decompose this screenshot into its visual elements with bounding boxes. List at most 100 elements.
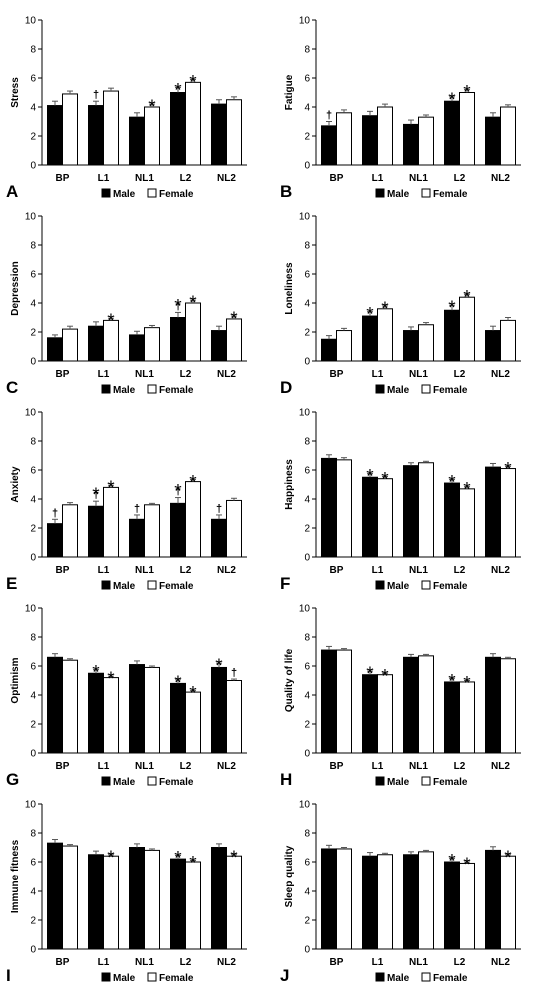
legend-swatch-female (421, 776, 431, 786)
panel-d: 0 2 4 6 8 10 Loneliness BP * * L1 NL1 * * L2 NL2 D Male Fe… (280, 212, 521, 397)
bar-male (403, 656, 419, 754)
bar-male (211, 666, 227, 754)
significance-star: * (189, 472, 197, 493)
significance-star: * (504, 459, 512, 480)
y-tick-label: 2 (30, 916, 36, 927)
legend-label-female: Female (433, 973, 468, 984)
y-tick-label: 10 (299, 408, 311, 419)
legend-label-female: Female (159, 385, 194, 396)
panel-b: 0 2 4 6 8 10 Fatigue † BP L1 NL1 * * L2 NL2 B Male Female (280, 16, 521, 201)
bar-female (377, 106, 393, 166)
bar-female (500, 319, 516, 362)
dagger-mark: † (175, 300, 181, 312)
significance-star: * (381, 299, 389, 320)
significance-star: * (230, 848, 238, 869)
category-label: L1 (372, 369, 384, 380)
y-tick-label: 4 (30, 103, 36, 114)
bar-male (88, 854, 104, 950)
significance-star: * (174, 482, 182, 503)
category-label: NL2 (491, 957, 510, 968)
category-label: L1 (98, 761, 110, 772)
bar-male (88, 505, 104, 558)
bar-female (500, 855, 516, 950)
significance-star: * (366, 467, 374, 488)
y-tick-label: 4 (304, 887, 310, 898)
significance-star: * (189, 293, 197, 314)
category-label: L2 (180, 369, 192, 380)
category-label: L2 (454, 565, 466, 576)
bar-male (321, 848, 337, 950)
bar-male (88, 672, 104, 754)
significance-star: * (504, 848, 512, 869)
legend-swatch-male (101, 776, 111, 786)
category-label: NL2 (217, 565, 236, 576)
dagger-mark: † (52, 507, 58, 519)
y-tick-label: 4 (30, 495, 36, 506)
category-label: L1 (98, 565, 110, 576)
bar-female (144, 504, 160, 558)
category-label: NL1 (409, 957, 428, 968)
panel-letter: C (6, 378, 18, 397)
dagger-mark: † (93, 489, 99, 501)
bar-female (62, 845, 78, 950)
y-tick-label: 2 (304, 328, 310, 339)
legend-label-male: Male (113, 777, 136, 788)
significance-star: * (215, 656, 223, 677)
bar-male (362, 115, 378, 166)
y-tick-label: 10 (25, 16, 37, 27)
bar-female (103, 855, 119, 950)
y-tick-label: 8 (304, 437, 310, 448)
y-tick-label: 8 (304, 45, 310, 56)
legend-swatch-female (147, 580, 157, 590)
legend-swatch-female (421, 188, 431, 198)
legend-swatch-male (101, 972, 111, 982)
bar-female (185, 861, 201, 950)
dagger-mark: † (93, 89, 99, 101)
legend-label-female: Female (159, 777, 194, 788)
y-tick-label: 6 (304, 74, 310, 85)
significance-star: * (107, 478, 115, 499)
y-axis-label: Optimism (10, 657, 21, 703)
panel-letter: D (280, 378, 292, 397)
y-tick-label: 10 (299, 800, 311, 811)
y-tick-label: 0 (30, 749, 36, 760)
significance-star: * (448, 90, 456, 111)
bar-female (144, 849, 160, 950)
significance-star: * (174, 848, 182, 869)
legend-swatch-female (421, 972, 431, 982)
y-tick-label: 4 (30, 299, 36, 310)
legend-swatch-female (147, 384, 157, 394)
y-tick-label: 4 (304, 495, 310, 506)
category-label: BP (330, 761, 344, 772)
legend-swatch-female (147, 776, 157, 786)
y-tick-label: 2 (30, 328, 36, 339)
y-axis-label: Immune fitness (10, 839, 21, 913)
bar-female (500, 468, 516, 558)
category-label: BP (330, 173, 344, 184)
bar-male (129, 518, 145, 558)
bar-male (88, 325, 104, 362)
y-tick-label: 8 (304, 241, 310, 252)
significance-star: * (366, 664, 374, 685)
category-label: L1 (372, 761, 384, 772)
legend-label-female: Female (159, 973, 194, 984)
bar-female (62, 328, 78, 362)
bar-male (129, 664, 145, 754)
bar-male (321, 649, 337, 754)
significance-star: * (448, 472, 456, 493)
y-tick-label: 2 (304, 132, 310, 143)
significance-star: * (448, 851, 456, 872)
dagger-mark: † (134, 503, 140, 515)
legend-swatch-male (375, 776, 385, 786)
category-label: NL1 (135, 565, 154, 576)
y-axis-label: Anxiety (10, 466, 21, 503)
bar-female (336, 112, 352, 166)
y-tick-label: 0 (304, 357, 310, 368)
significance-star: * (174, 673, 182, 694)
legend-swatch-female (421, 384, 431, 394)
y-tick-label: 8 (304, 633, 310, 644)
y-tick-label: 6 (30, 74, 36, 85)
category-label: L2 (180, 565, 192, 576)
legend-label-female: Female (159, 189, 194, 200)
